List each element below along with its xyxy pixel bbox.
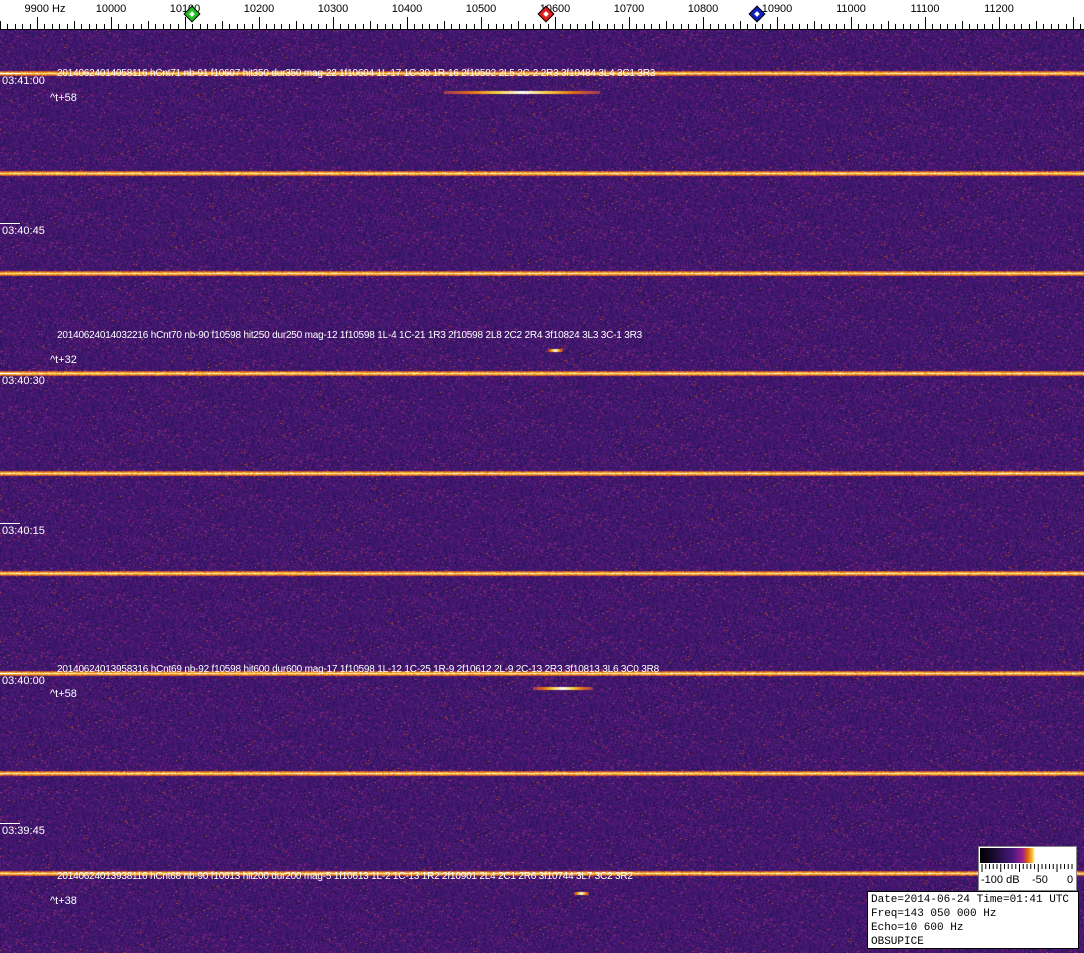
x-tick-label: 10700 (613, 3, 645, 15)
time-label: 03:40:30 (2, 375, 45, 387)
spectrogram-canvas (0, 30, 1084, 953)
event-time-offset: ^t+58 (50, 688, 77, 700)
time-tick-mark (0, 223, 20, 224)
time-label: 03:40:15 (2, 525, 45, 537)
time-label: 03:41:00 (2, 75, 45, 87)
x-tick-label: 10900 (761, 3, 793, 15)
time-label: 03:40:00 (2, 675, 45, 687)
time-tick-mark (0, 673, 20, 674)
info-box: Date=2014-06-24 Time=01:41 UTC Freq=143 … (867, 891, 1079, 949)
x-tick-label: 10500 (465, 3, 497, 15)
event-time-offset: ^t+58 (50, 92, 77, 104)
colorbar: -100 dB -50 0 (978, 846, 1077, 891)
time-tick-mark (0, 73, 20, 74)
x-tick-label: 10400 (391, 3, 423, 15)
info-date-time: Date=2014-06-24 Time=01:41 UTC (871, 894, 1070, 906)
time-label: 03:40:45 (2, 225, 45, 237)
x-tick-label: 11000 (836, 3, 866, 15)
x-tick-label: 10000 (95, 3, 127, 15)
time-tick-mark (0, 523, 20, 524)
x-tick-label: 10300 (317, 3, 349, 15)
colorbar-ticks (981, 864, 1073, 872)
x-tick-label: 11200 (984, 3, 1014, 15)
info-station: OBSUPICE (871, 936, 924, 948)
ruler-ticks (0, 17, 1084, 30)
x-tick-label: 11100 (910, 3, 940, 15)
time-label: 03:39:45 (2, 825, 45, 837)
colorbar-gradient (980, 848, 1075, 863)
frequency-ruler: 9900 Hz 10000 10100 10200 10300 10400 10500 106… (0, 0, 1084, 30)
x-tick-label: 10200 (243, 3, 275, 15)
colorbar-label-mid: -50 (1032, 874, 1048, 886)
info-echo: Echo=10 600 Hz (871, 922, 964, 934)
colorbar-label-max: 0 (1067, 874, 1074, 886)
event-time-offset: ^t+38 (50, 895, 77, 907)
spectrogram-waterfall: 03:41:00 03:40:45 03:40:30 03:40:15 03:40:00… (0, 30, 1084, 953)
colorbar-label-min: -100 dB (981, 874, 1020, 886)
meteor-event-annotation: 20140624014032216 hCnt70 nb-90 f10598 hi… (57, 330, 642, 341)
time-tick-mark (0, 373, 20, 374)
info-frequency: Freq=143 050 000 Hz (871, 908, 997, 920)
x-tick-label: 10800 (687, 3, 719, 15)
meteor-event-annotation: 20140624013938116 hCnt68 nb-90 f10613 hi… (57, 871, 633, 882)
meteor-event-annotation: 20140624013958316 hCnt69 nb-92 f10598 hi… (57, 664, 659, 675)
meteor-event-annotation: 20140624014058116 hCnt71 nb-91 f10607 hi… (57, 68, 656, 79)
x-tick-label: 9900 Hz (24, 3, 66, 15)
time-tick-mark (0, 823, 20, 824)
event-time-offset: ^t+32 (50, 354, 77, 366)
